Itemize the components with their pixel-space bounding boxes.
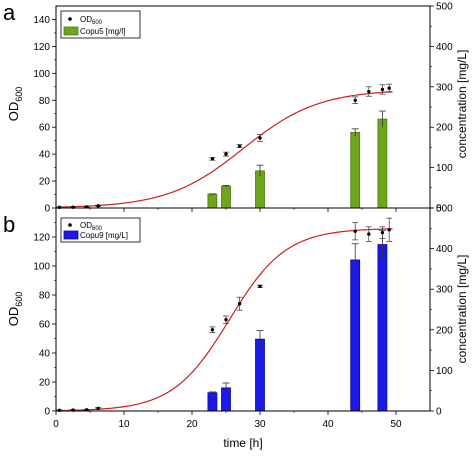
y-left-tick-label-a-5: 100 [33,69,50,80]
y-left-label-b: OD600 [6,292,24,327]
y-left-tick-label-a-6: 120 [33,42,50,53]
y-right-tick-label-a-1: 100 [436,163,453,174]
x-tick-label-5: 50 [390,419,402,430]
legend-od-marker-a [68,17,72,21]
od-point-a-3 [96,204,100,208]
bar-b-0 [207,392,218,412]
od-point-b-4 [210,328,215,332]
od-point-a-8 [353,98,357,102]
legend-bar-label-a: Copu5 [mg/l] [80,27,125,36]
y-left-tick-label-a-2: 40 [39,150,51,161]
od-point-a-9 [367,89,371,94]
od-point-b-7 [258,284,262,288]
y-right-label-b: concentration [mg/L] [455,255,469,364]
y-left-tick-label-a-1: 20 [39,177,51,188]
x-tick-label-2: 20 [186,419,198,430]
y-left-tick-label-b-0: 0 [44,407,50,418]
y-right-tick-label-b-1: 100 [436,366,453,377]
y-right-tick-label-a-5: 500 [436,2,453,13]
legend-a: OD600 Copu5 [mg/l] [60,10,141,39]
legend-od-marker-b [68,223,72,227]
x-axis-label: time [h] [223,436,262,450]
panel-letter-a: a [3,0,16,25]
y-left-tick-label-b-5: 100 [33,262,50,273]
y-left-tick-label-a-4: 80 [39,96,51,107]
y-left-tick-label-b-3: 60 [39,320,51,331]
od-point-b-6 [237,302,242,306]
y-right-tick-label-b-3: 300 [436,285,453,296]
y-right-tick-label-b-0: 0 [436,407,442,418]
bar-a-1 [221,185,231,209]
y-right-tick-label-b-5: 500 [436,204,453,215]
y-left-tick-label-b-6: 120 [33,233,50,244]
y-left-tick-label-b-1: 20 [39,378,51,389]
y-right-tick-label-a-2: 200 [436,123,453,134]
bar-b-3 [350,259,361,412]
legend-bar-swatch-a [63,26,79,36]
od-point-a-4 [210,157,215,161]
x-tick-label-1: 10 [118,419,130,430]
od-point-b-8 [353,229,357,233]
od-point-b-3 [96,406,100,411]
x-tick-label-3: 30 [254,419,266,430]
x-tick-label-0: 0 [53,419,59,430]
od-point-b-5 [224,317,228,322]
y-right-tick-label-a-4: 400 [436,42,453,53]
legend-od-label-a: OD600 [80,15,103,26]
od-point-b-11 [387,228,391,232]
bar-b-4 [377,244,388,412]
fit-curve-a [58,91,393,208]
od-point-a-6 [237,144,242,148]
legend-b: OD600 Copu9 [mg/L] [60,217,141,243]
y-left-tick-label-a-7: 140 [33,15,50,26]
bar-a-0 [207,193,218,209]
y-right-tick-label-a-0: 0 [436,204,442,215]
legend-od-label-b: OD600 [80,221,103,232]
fit-curve-b [58,228,393,412]
bar-a-3 [350,132,361,209]
y-left-tick-label-b-2: 40 [39,349,51,360]
legend-bar-label-b: Copu9 [mg/L] [80,231,128,240]
od-point-b-10 [380,230,385,235]
od-point-a-7 [258,136,262,140]
legend-bar-swatch-b [63,230,79,240]
panel-letter-b: b [3,212,15,237]
y-left-tick-label-a-0: 0 [44,204,50,215]
od-point-a-0 [57,205,62,210]
panel-b: b OD600 concentration [mg/L] 0 20 40 60 80 10… [3,204,469,431]
y-right-tick-label-b-2: 200 [436,325,453,336]
od-point-b-9 [367,232,371,236]
y-left-label-a: OD600 [6,87,24,122]
y-left-tick-label-a-3: 60 [39,123,51,134]
panel-a: a OD600 concentration [mg/L] 0 20 40 60 80 10… [3,0,469,215]
od-point-a-11 [387,86,391,90]
od-point-a-10 [380,87,385,92]
y-right-label-a: concentration [mg/L] [455,50,469,159]
od-point-a-5 [224,152,228,156]
bar-a-4 [377,118,388,209]
bar-b-2 [255,338,265,412]
y-left-tick-label-b-4: 80 [39,291,51,302]
y-right-tick-label-a-3: 300 [436,82,453,93]
y-right-tick-label-b-4: 400 [436,244,453,255]
x-tick-label-4: 40 [322,419,334,430]
